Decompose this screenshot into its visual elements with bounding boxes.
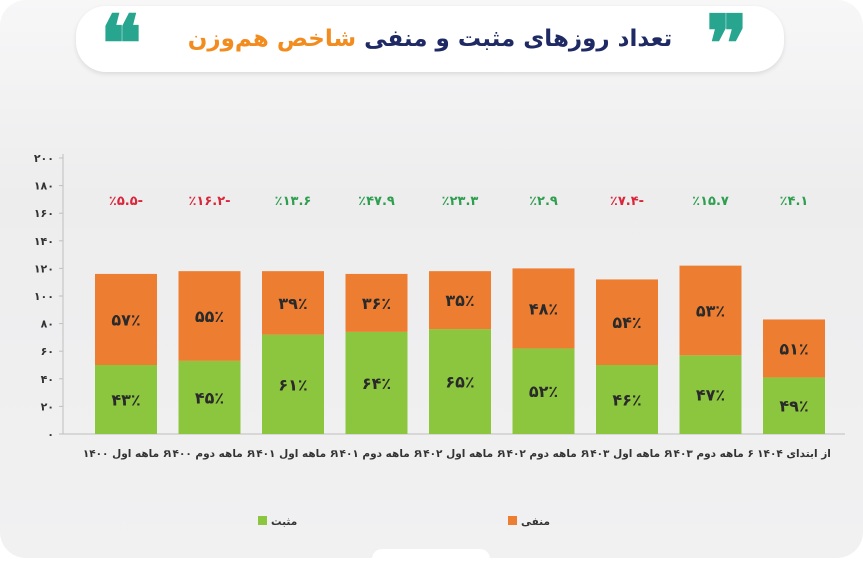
quote-open-icon: ❝ [100,0,142,90]
bar-negative-label: ۵۴٪ [612,313,641,332]
change-label: ٪۱۵.۷ [692,194,729,209]
bar-positive-label: ۴۶٪ [612,391,641,410]
bar-positive-label: ۴۳٪ [111,391,140,410]
y-tick-label: ۲۰ [41,400,54,413]
y-tick-label: ۱۴۰ [34,235,54,248]
bar-negative [178,271,241,361]
x-tick-label: ۶ ماهه دوم ۱۴۰۰ [166,448,253,460]
bar-positive [95,365,157,434]
bar-negative-label: ۵۳٪ [696,301,725,320]
x-tick-label: ۶ ماهه اول ۱۴۰۰ [83,448,169,460]
title-box: تعداد روزهای مثبت و منفی شاخص هم‌وزن [76,6,784,72]
y-tick-label: ۱۸۰ [34,180,54,193]
title-accent: شاخص هم‌وزن [187,26,357,52]
title-main: تعداد روزهای مثبت و منفی [364,26,673,52]
bar-positive-label: ۴۵٪ [195,388,224,407]
bar-positive-label: ۴۹٪ [779,397,808,416]
bar-negative-label: ۵۱٪ [779,339,808,358]
bar-negative-label: ۴۸٪ [529,299,558,318]
y-tick-label: ۱۲۰ [34,262,54,275]
bar-negative [95,273,157,365]
quote-close-icon: ❞ [706,0,748,90]
bar-positive-label: ۶۵٪ [445,373,474,392]
y-tick-label: ۲۰۰ [34,152,54,165]
bar-positive [596,365,658,434]
bar-negative-label: ۳۶٪ [362,294,391,313]
change-label: ٪۲.۹ [529,194,558,209]
y-tick-label: ۱۶۰ [34,207,54,220]
y-tick-label: ۱۰۰ [34,290,54,303]
change-label: ٪۷.۴- [610,194,644,209]
bar-positive [262,334,324,434]
bar-positive-label: ۶۴٪ [362,374,391,393]
bar-negative [345,273,408,332]
bar-positive [763,377,825,434]
bar-negative [262,271,324,335]
x-tick-label: ۶ ماهه دوم ۱۴۰۳ [667,448,754,460]
y-tick-label: ۸۰ [41,318,54,331]
bar-negative [512,268,575,349]
bar-negative-label: ۵۷٪ [111,310,140,329]
bar-positive [178,360,241,434]
change-label: ٪۱۶.۲- [188,194,230,209]
bar-negative [763,319,825,378]
bar-negative [679,265,742,356]
legend-swatch [508,516,517,525]
bar-positive [345,331,408,434]
bar-negative-label: ۵۵٪ [195,307,224,326]
x-tick-label: ۶ ماهه اول ۱۴۰۱ [250,448,336,460]
y-tick-label: ۰ [47,428,54,441]
legend-label: مثبت [271,516,297,528]
bar-negative-label: ۳۵٪ [445,291,474,310]
y-tick-label: ۶۰ [41,345,54,358]
bar-positive [679,355,742,434]
bar-positive-label: ۵۲٪ [529,382,558,401]
x-tick-label: ۶ ماهه اول ۱۴۰۲ [417,448,503,460]
change-label: ٪۴.۱ [780,194,809,209]
legend-label: منفی [521,516,550,528]
chart-title: تعداد روزهای مثبت و منفی شاخص هم‌وزن [76,26,784,52]
legend-swatch [258,516,267,525]
change-label: ٪۴۷.۹ [358,194,395,209]
x-tick-label: از ابتدای ۱۴۰۴ [757,448,831,460]
bar-negative-label: ۳۹٪ [278,294,307,313]
bottom-tab [372,549,490,569]
x-tick-label: ۶ ماهه اول ۱۴۰۳ [584,448,670,460]
change-label: ٪۵.۵- [109,194,143,209]
y-tick-label: ۴۰ [41,373,54,386]
x-tick-label: ۶ ماهه دوم ۱۴۰۱ [333,448,420,460]
change-label: ٪۲۳.۳ [442,194,479,209]
x-tick-label: ۶ ماهه دوم ۱۴۰۲ [500,448,587,460]
bar-negative [429,271,491,330]
change-label: ٪۱۳.۶ [275,194,312,209]
bar-positive-label: ۶۱٪ [278,375,307,394]
bar-positive [512,348,575,434]
bar-positive [429,329,491,434]
bar-negative [596,279,658,365]
bar-positive-label: ۴۷٪ [696,386,725,405]
